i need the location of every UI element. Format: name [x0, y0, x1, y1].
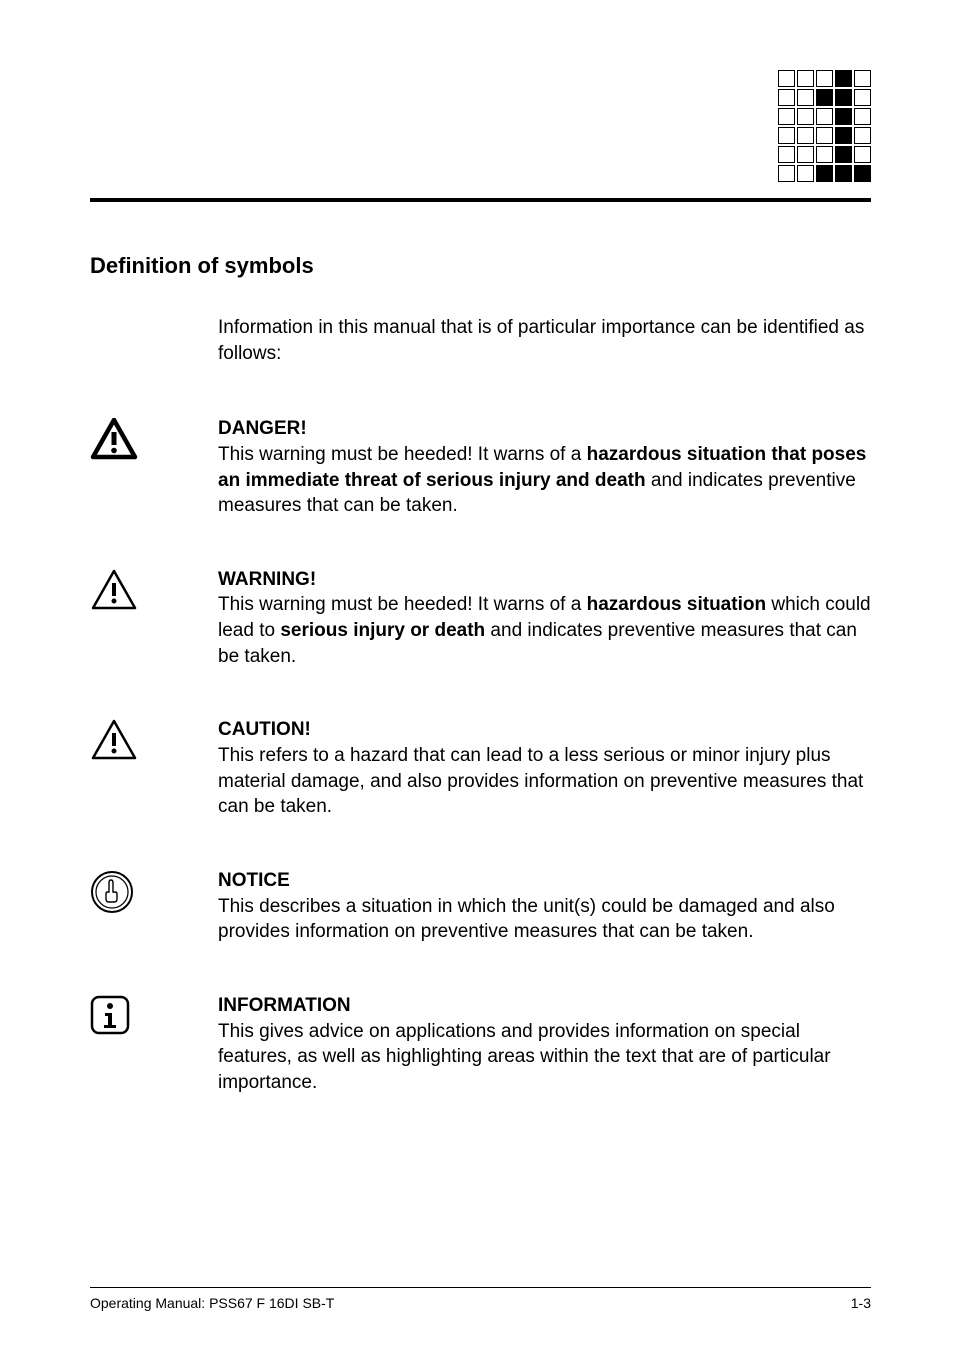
symbol-item: NOTICE This describes a situation in whic…	[90, 868, 871, 945]
main-content: Definition of symbols Information in thi…	[90, 253, 871, 1143]
symbol-item: DANGER! This warning must be heeded! It w…	[90, 416, 871, 519]
logo-cell	[835, 108, 852, 125]
logo-cell	[816, 89, 833, 106]
item-text: CAUTION! This refers to a hazard that can…	[218, 717, 871, 820]
logo-cell	[835, 127, 852, 144]
logo-cell	[797, 165, 814, 182]
logo-cell	[778, 89, 795, 106]
item-heading: WARNING!	[218, 569, 316, 590]
item-body-fragment: serious injury or death	[280, 620, 485, 641]
logo-cell	[778, 127, 795, 144]
logo-cell	[816, 70, 833, 87]
logo-cell	[778, 70, 795, 87]
item-heading: INFORMATION	[218, 995, 351, 1016]
logo-cell	[816, 146, 833, 163]
item-body-fragment: This describes a situation in which the …	[218, 896, 835, 943]
logo-cell	[854, 89, 871, 106]
logo-cell	[854, 165, 871, 182]
triangle-bold-icon	[90, 416, 218, 465]
symbol-item: CAUTION! This refers to a hazard that can…	[90, 717, 871, 820]
logo-cell	[835, 146, 852, 163]
logo-cell	[854, 146, 871, 163]
footer-right: 1-3	[851, 1295, 871, 1311]
logo-cell	[835, 165, 852, 182]
item-body-fragment: hazardous situation	[587, 594, 766, 615]
info-icon	[90, 993, 218, 1040]
logo-cell	[797, 70, 814, 87]
logo-cell	[835, 70, 852, 87]
logo-cell	[778, 165, 795, 182]
logo-cell	[854, 108, 871, 125]
item-heading: DANGER!	[218, 418, 307, 439]
page-footer: Operating Manual: PSS67 F 16DI SB-T 1-3	[90, 1287, 871, 1311]
item-text: NOTICE This describes a situation in whic…	[218, 868, 871, 945]
logo-cell	[854, 127, 871, 144]
item-text: INFORMATION This gives advice on applicat…	[218, 993, 871, 1096]
triangle-icon	[90, 717, 218, 766]
logo-cell	[816, 165, 833, 182]
item-text: WARNING! This warning must be heeded! It …	[218, 567, 871, 670]
logo-cell	[816, 127, 833, 144]
item-heading: NOTICE	[218, 870, 290, 891]
item-body-fragment: This refers to a hazard that can lead to…	[218, 745, 863, 817]
logo-cell	[835, 89, 852, 106]
hand-icon	[90, 868, 218, 919]
triangle-icon	[90, 567, 218, 616]
item-body-fragment: This warning must be heeded! It warns of…	[218, 444, 587, 465]
symbol-item: INFORMATION This gives advice on applicat…	[90, 993, 871, 1096]
logo-cell	[797, 127, 814, 144]
header-divider	[90, 198, 871, 202]
page-title: Definition of symbols	[90, 253, 871, 279]
logo-cell	[797, 108, 814, 125]
logo-cell	[816, 108, 833, 125]
logo-cell	[778, 108, 795, 125]
logo	[778, 70, 871, 182]
symbol-item: WARNING! This warning must be heeded! It …	[90, 567, 871, 670]
footer-left: Operating Manual: PSS67 F 16DI SB-T	[90, 1295, 334, 1311]
item-text: DANGER! This warning must be heeded! It w…	[218, 416, 871, 519]
logo-cell	[797, 89, 814, 106]
item-body-fragment: This warning must be heeded! It warns of…	[218, 594, 587, 615]
logo-cell	[797, 146, 814, 163]
item-body-fragment: This gives advice on applications and pr…	[218, 1021, 831, 1093]
logo-cell	[854, 70, 871, 87]
logo-cell	[778, 146, 795, 163]
item-heading: CAUTION!	[218, 719, 311, 740]
intro-paragraph: Information in this manual that is of pa…	[218, 315, 871, 366]
